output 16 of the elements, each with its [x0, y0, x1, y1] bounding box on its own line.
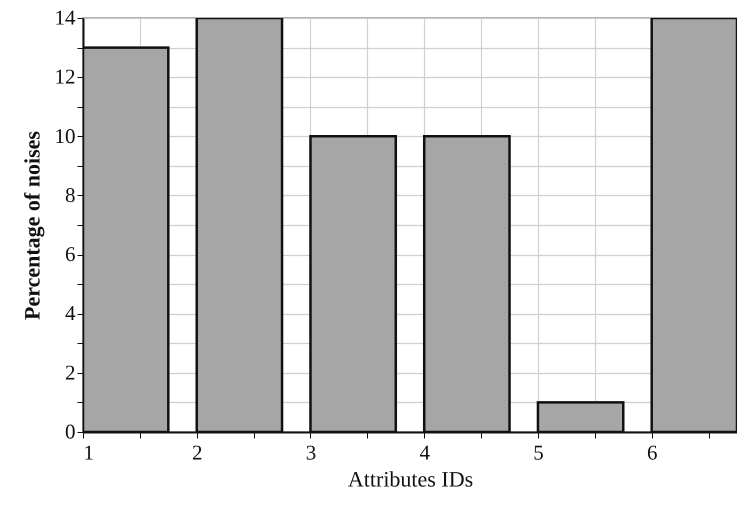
- x-tick-label: 6: [646, 440, 658, 464]
- y-tick-label: 10: [54, 124, 76, 148]
- y-tick-label: 2: [65, 360, 76, 384]
- y-tick-label: 12: [54, 64, 76, 89]
- y-tick-label: 8: [65, 182, 76, 207]
- y-tick-label: 4: [65, 301, 76, 326]
- y-tick-label: 14: [54, 6, 76, 30]
- y-tick-label: 6: [65, 242, 76, 266]
- x-tick-label: 5: [533, 440, 544, 464]
- x-tick-label: 4: [419, 440, 430, 464]
- x-tick-label: 1: [84, 440, 94, 464]
- x-axis-title: Attributes IDs: [348, 466, 474, 492]
- y-axis-title: Percentage of noises: [20, 130, 44, 320]
- y-tick-label: 0: [65, 420, 76, 444]
- x-tick-label: 3: [306, 440, 316, 464]
- x-tick-label: 2: [192, 440, 202, 464]
